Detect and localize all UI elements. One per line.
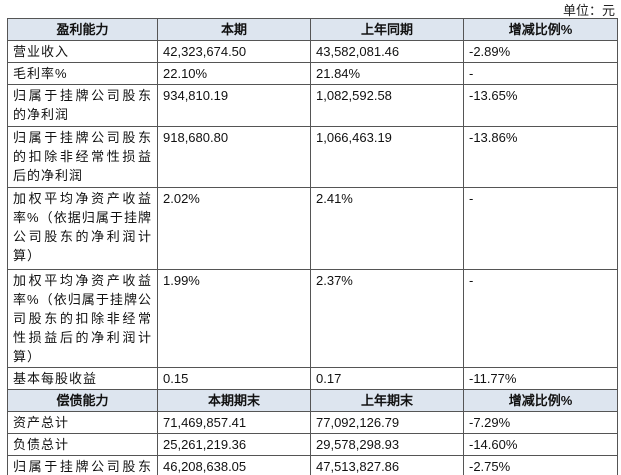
financial-table: 盈利能力 本期 上年同期 增减比例% 营业收入 42,323,674.50 43,582,0…	[7, 18, 618, 475]
data-row: 归属于挂牌公司股东的净资产46,208,638.0547,513,827.86-…	[7, 455, 618, 475]
value-cell: -7.29%	[463, 411, 618, 434]
header-cell: 盈利能力	[7, 18, 158, 41]
value-cell: 47,513,827.86	[310, 455, 464, 475]
value-cell: -13.65%	[463, 84, 618, 127]
row-label: 资产总计	[7, 411, 158, 434]
value-cell: 46,208,638.05	[157, 455, 311, 475]
value-cell: 22.10%	[157, 62, 311, 85]
value-cell: 2.41%	[310, 187, 464, 270]
value-cell: 43,582,081.46	[310, 40, 464, 63]
data-row: 毛利率% 22.10% 21.84% -	[7, 62, 618, 85]
data-row: 归属于挂牌公司股东的扣除非经常性损益后的净利润 918,680.80 1,066,4…	[7, 126, 618, 188]
value-cell: 42,323,674.50	[157, 40, 311, 63]
header-row: 偿债能力 本期期末 上年期末 增减比例%	[7, 389, 618, 412]
value-cell: 1,066,463.19	[310, 126, 464, 188]
value-cell: 2.37%	[310, 269, 464, 368]
data-row: 基本每股收益 0.15 0.17 -11.77%	[7, 367, 618, 390]
value-cell: 71,469,857.41	[157, 411, 311, 434]
value-cell: -13.86%	[463, 126, 618, 188]
value-cell: -14.60%	[463, 433, 618, 456]
row-label: 归属于挂牌公司股东的净利润	[7, 84, 158, 127]
data-row: 加权平均净资产收益率%（依据归属于挂牌公司股东的净利润计算） 2.02% 2.41%…	[7, 187, 618, 270]
data-row: 营业收入 42,323,674.50 43,582,081.46 -2.89%	[7, 40, 618, 63]
unit-label: 单位：元	[562, 3, 615, 18]
data-row: 资产总计 71,469,857.41 77,092,126.79 -7.29%	[7, 411, 618, 434]
value-cell: 25,261,219.36	[157, 433, 311, 456]
header-cell: 偿债能力	[7, 389, 158, 412]
value-cell: 21.84%	[310, 62, 464, 85]
header-row: 盈利能力 本期 上年同期 增减比例%	[7, 18, 618, 41]
header-cell: 上年同期	[310, 18, 464, 41]
header-cell: 增减比例%	[463, 18, 618, 41]
value-cell: 1,082,592.58	[310, 84, 464, 127]
data-row: 归属于挂牌公司股东的净利润 934,810.19 1,082,592.58 -13.6…	[7, 84, 618, 127]
row-label: 负债总计	[7, 433, 158, 456]
row-label: 归属于挂牌公司股东的扣除非经常性损益后的净利润	[7, 126, 158, 188]
value-cell: 2.02%	[157, 187, 311, 270]
value-cell: -	[463, 269, 618, 368]
row-label: 加权平均净资产收益率%（依据归属于挂牌公司股东的净利润计算）	[7, 187, 158, 270]
header-cell: 本期	[157, 18, 311, 41]
value-cell: -2.75%	[463, 455, 618, 475]
value-cell: 918,680.80	[157, 126, 311, 188]
header-cell: 本期期末	[157, 389, 311, 412]
value-cell: 0.17	[310, 367, 464, 390]
row-label: 加权平均净资产收益率%（依归属于挂牌公司股东的扣除非经常性损益后的净利润计算）	[7, 269, 158, 368]
header-cell: 上年期末	[310, 389, 464, 412]
value-cell: 77,092,126.79	[310, 411, 464, 434]
value-cell: 0.15	[157, 367, 311, 390]
value-cell: 29,578,298.93	[310, 433, 464, 456]
header-cell: 增减比例%	[463, 389, 618, 412]
row-label: 归属于挂牌公司股东的净资产	[7, 455, 158, 475]
value-cell: -	[463, 62, 618, 85]
data-row: 加权平均净资产收益率%（依归属于挂牌公司股东的扣除非经常性损益后的净利润计算） 1…	[7, 269, 618, 368]
value-cell: -11.77%	[463, 367, 618, 390]
row-label: 基本每股收益	[7, 367, 158, 390]
data-row: 负债总计 25,261,219.36 29,578,298.93 -14.60%	[7, 433, 618, 456]
value-cell: 934,810.19	[157, 84, 311, 127]
row-label: 营业收入	[7, 40, 158, 63]
row-label: 毛利率%	[7, 62, 158, 85]
value-cell: 1.99%	[157, 269, 311, 368]
value-cell: -	[463, 187, 618, 270]
value-cell: -2.89%	[463, 40, 618, 63]
